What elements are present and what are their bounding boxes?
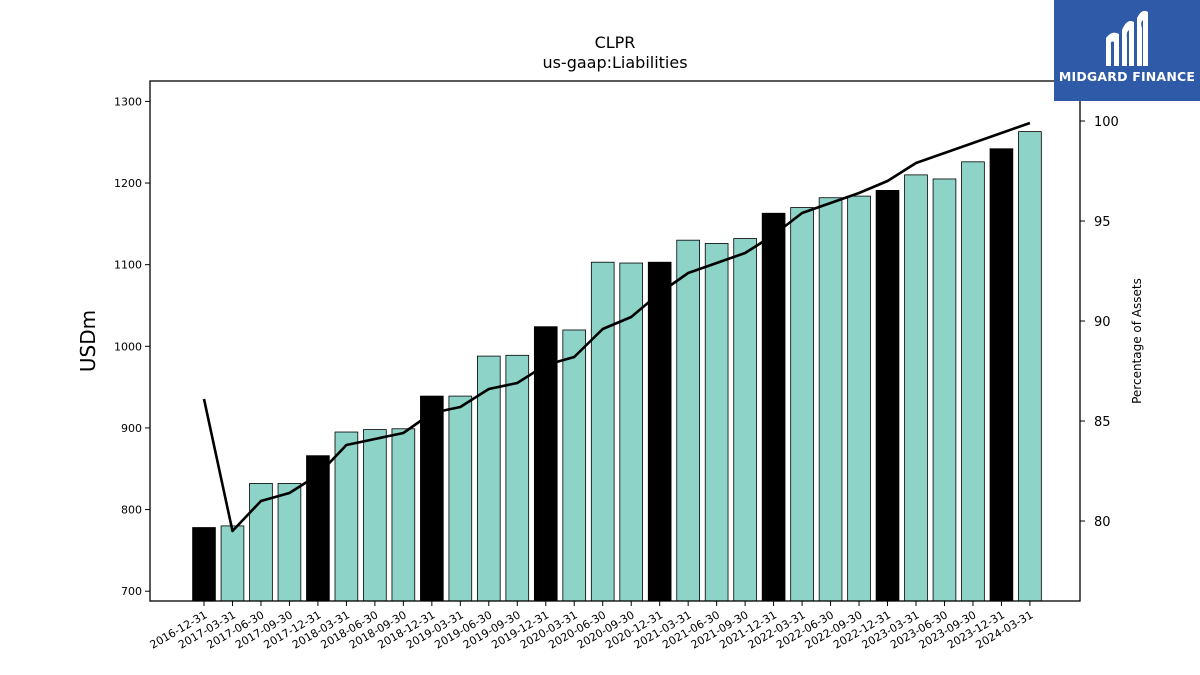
bar-2024-03-31 <box>1018 131 1042 602</box>
bar-2020-12-31 <box>647 261 672 602</box>
chart-subtitle: us-gaap:Liabilities <box>542 53 687 72</box>
y2-tick-label-80: 80 <box>1094 515 1111 530</box>
bar-2021-12-31 <box>761 212 786 602</box>
bar-2019-03-31 <box>448 395 473 602</box>
bar-2019-12-31 <box>533 326 558 602</box>
y2-tick-label-85: 85 <box>1094 415 1111 430</box>
y2-axis-label: Percentage of Assets <box>1130 278 1144 404</box>
bar-2022-06-30 <box>818 197 843 602</box>
bar-2023-06-30 <box>932 178 957 602</box>
y-tick-label-1100: 1100 <box>114 259 142 272</box>
y-axis-label: USDm <box>76 310 100 372</box>
bar-2018-03-31 <box>334 431 359 602</box>
bar-2023-12-31 <box>989 148 1014 602</box>
bar-2023-03-31 <box>904 174 928 602</box>
bar-2018-09-30 <box>391 428 416 602</box>
bar-2020-06-30 <box>590 261 615 602</box>
y-tick-label-1300: 1300 <box>114 95 142 108</box>
bar-2018-12-31 <box>420 395 444 602</box>
y-tick-label-1200: 1200 <box>114 177 142 190</box>
bar-2021-06-30 <box>704 243 729 602</box>
bar-2017-09-30 <box>277 483 302 602</box>
bar-2022-12-31 <box>875 189 900 602</box>
y2-tick-label-90: 90 <box>1094 315 1111 330</box>
plot-frame <box>149 80 1081 602</box>
bar-2016-12-31 <box>192 527 216 602</box>
bar-2021-03-31 <box>676 239 700 602</box>
midgard-logo-icon <box>1106 10 1148 66</box>
y-tick-label-800: 800 <box>121 504 142 517</box>
y-tick-label-1000: 1000 <box>114 340 142 353</box>
bar-2021-09-30 <box>733 238 757 602</box>
chart-title: CLPR <box>595 33 636 52</box>
bar-2020-03-31 <box>562 329 587 602</box>
y2-tick-label-100: 100 <box>1094 115 1119 130</box>
midgard-finance-logo: MIDGARD FINANCE <box>1054 0 1200 101</box>
bar-2018-06-30 <box>363 429 387 602</box>
logo-text: MIDGARD FINANCE <box>1058 69 1196 84</box>
y-tick-label-900: 900 <box>121 422 142 435</box>
y2-tick-label-95: 95 <box>1094 215 1111 230</box>
bar-2017-03-31 <box>220 525 245 602</box>
bar-2022-09-30 <box>847 195 871 602</box>
percentage-line <box>202 121 1031 533</box>
bar-2023-09-30 <box>961 161 985 602</box>
y-tick-label-700: 700 <box>121 585 142 598</box>
bar-2020-09-30 <box>619 262 643 602</box>
bar-2019-09-30 <box>505 354 530 602</box>
bar-2017-12-31 <box>306 455 330 602</box>
bar-2022-03-31 <box>790 207 814 602</box>
